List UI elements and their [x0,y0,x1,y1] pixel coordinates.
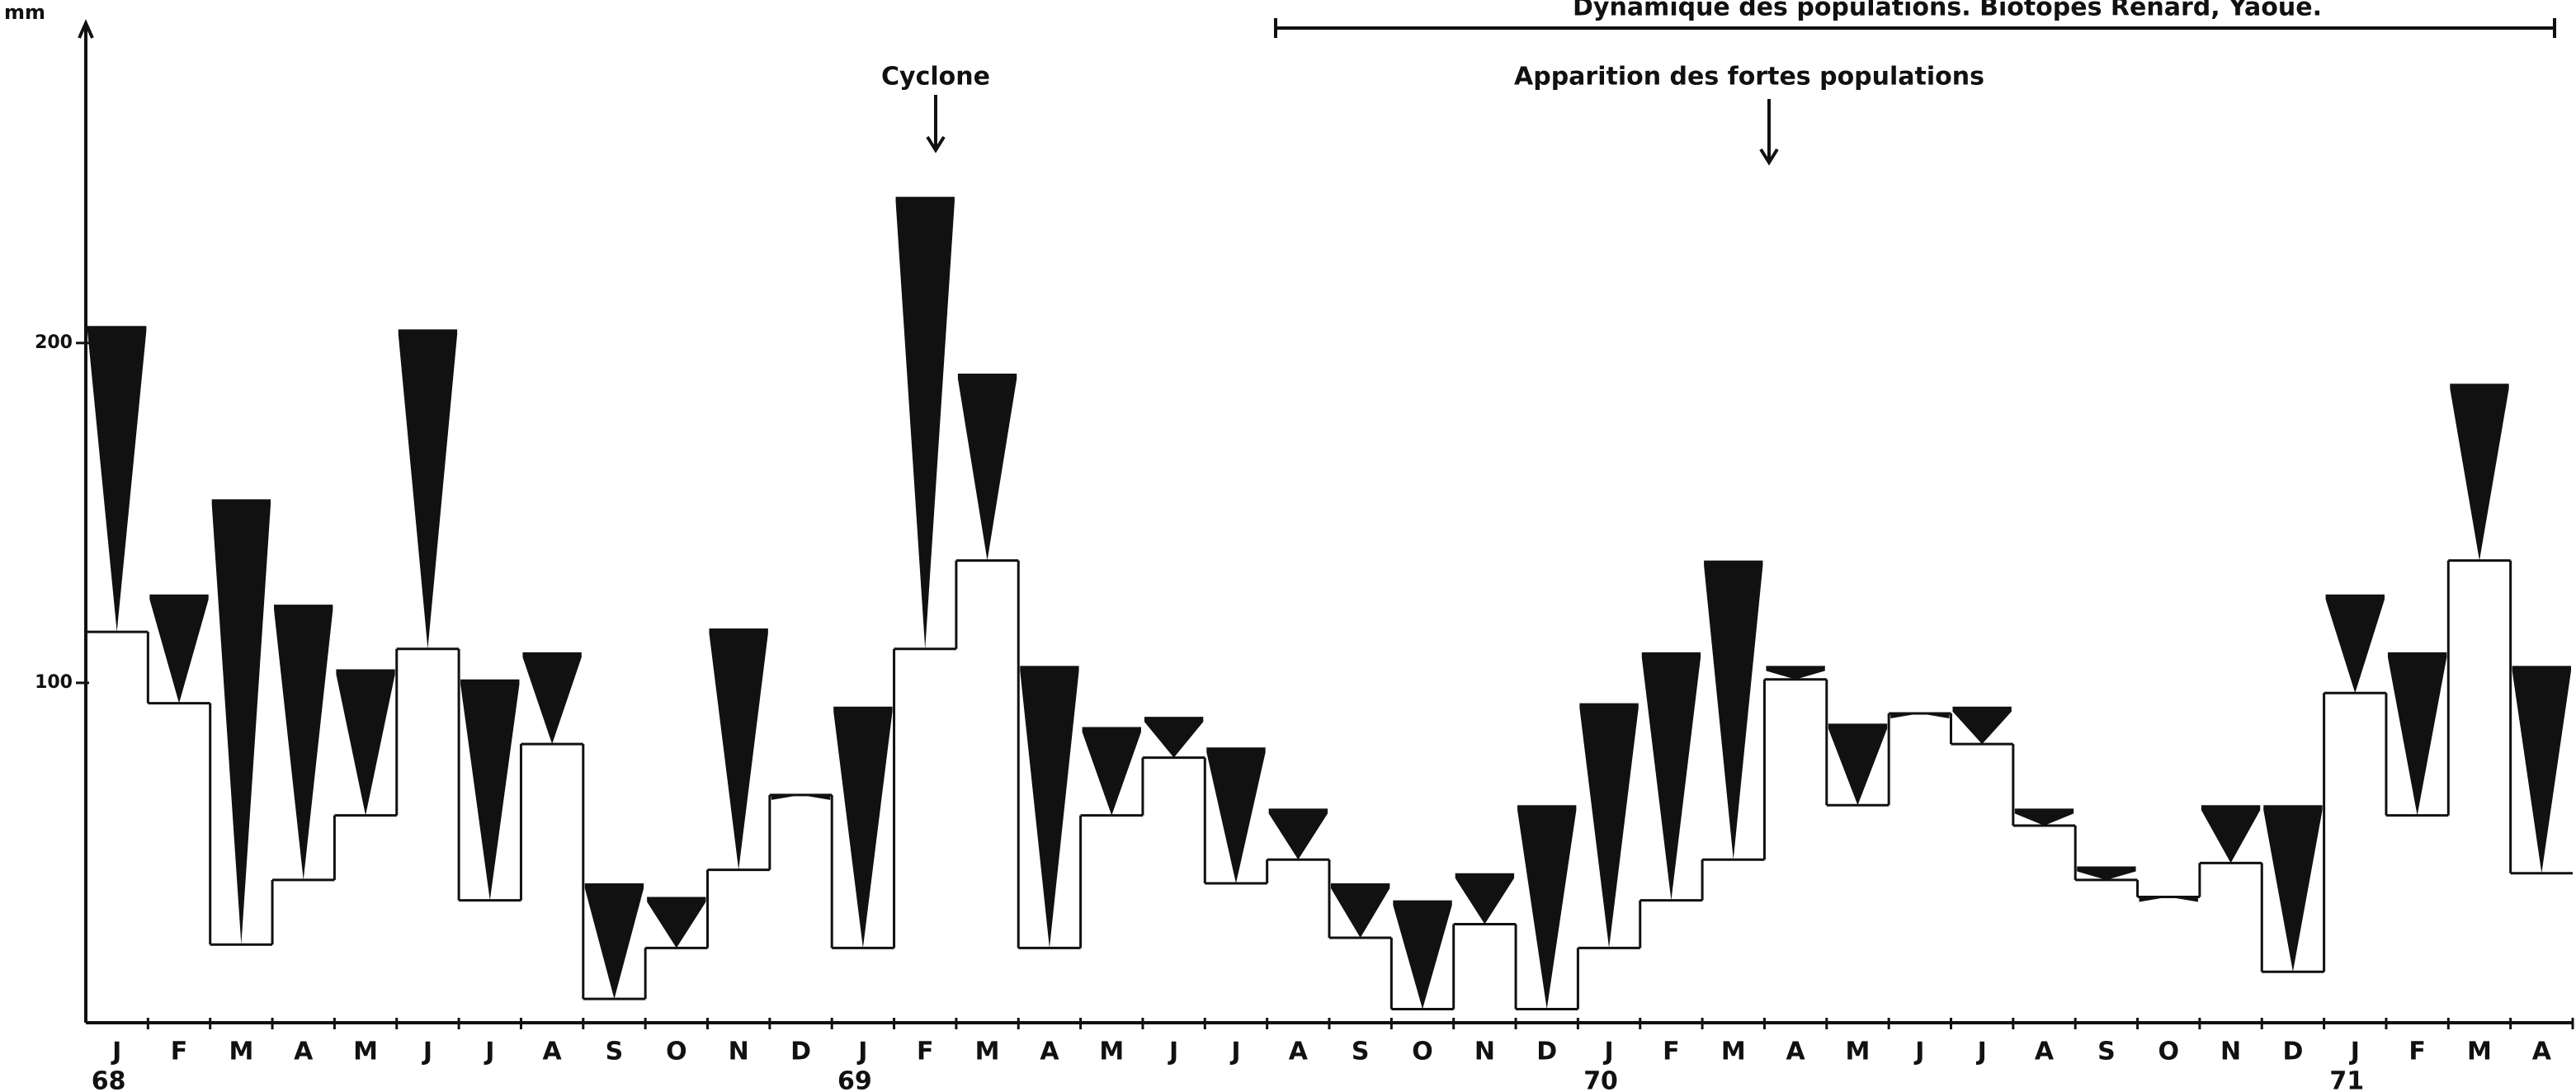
annotation: Apparition des fortes populations [1514,63,1984,92]
x-tick-label: J [1168,1038,1178,1066]
x-tick-label: A [543,1038,563,1066]
x-tick-label: J [2349,1038,2360,1066]
month-mark [2263,805,2323,972]
month-mark [1641,652,1701,901]
month-mark [2139,897,2198,902]
month-mark [2325,594,2385,694]
x-tick-label: M [353,1038,378,1066]
x-tick-label: J [111,1038,121,1066]
month-mark [460,679,520,901]
annotation-arrow [926,95,946,153]
x-tick-label: S [606,1038,624,1066]
x-tick-label: A [1289,1038,1309,1066]
month-mark [2201,805,2261,864]
annotation-arrow [1759,99,1779,166]
x-tick-label: F [917,1038,934,1066]
month-mark [274,605,333,880]
x-tick-label: A [1040,1038,1059,1066]
month-mark [1579,703,1639,948]
x-tick-label: A [294,1038,314,1066]
month-mark [1828,723,1888,806]
x-tick-label: M [1721,1038,1746,1066]
month-mark [1517,805,1577,1010]
x-tick-label: N [729,1038,749,1066]
year-label: 71 [2329,1067,2364,1092]
x-tick-label: N [1474,1038,1495,1066]
month-mark [1144,717,1204,758]
x-tick-label: J [1913,1038,1924,1066]
x-tick-label: N [2220,1038,2241,1066]
x-tick-label: J [1602,1038,1613,1066]
month-mark [87,326,147,633]
year-label: 69 [837,1067,872,1092]
x-tick-label: M [229,1038,253,1066]
month-mark [709,628,768,870]
header: Dynamique des populations. Biotopes Rena… [1573,0,2322,22]
x-tick-label: F [2409,1038,2426,1066]
month-mark [211,499,271,945]
x-tick-label: M [975,1038,1000,1066]
x-tick-label: J [422,1038,432,1066]
month-mark [2450,384,2509,561]
annotation: Cyclone [881,63,990,92]
month-mark [1268,808,1328,860]
x-tick-label: J [484,1038,494,1066]
month-mark [647,897,706,948]
month-mark [1020,666,1079,948]
x-tick-label: J [1229,1038,1240,1066]
x-tick-label: A [1786,1038,1806,1066]
month-mark [1082,727,1141,816]
month-mark [1206,747,1266,884]
month-mark [1455,873,1515,925]
month-mark [2387,652,2447,816]
month-mark [1890,713,1950,719]
x-tick-label: M [2467,1038,2492,1066]
x-tick-label: F [171,1038,188,1066]
month-mark [336,669,395,816]
x-tick-label: J [856,1038,867,1066]
y-tick-label: 100 [35,672,73,693]
y-axis-label: mm [4,1,45,24]
month-mark [1952,706,2012,745]
year-label: 70 [1583,1067,1618,1092]
month-mark [957,373,1017,561]
month-mark [522,652,582,745]
month-mark [2077,866,2136,880]
x-tick-label: S [1352,1038,1370,1066]
month-mark [584,883,644,1000]
year-label: 68 [92,1067,126,1092]
month-mark [1704,560,1763,860]
x-tick-label: M [1846,1038,1871,1066]
x-tick-label: M [1099,1038,1124,1066]
month-mark [1331,883,1390,938]
x-tick-label: D [1536,1038,1557,1066]
x-tick-label: F [1663,1038,1680,1066]
y-tick-label: 200 [35,332,73,353]
header-bracket [1274,18,2556,38]
month-mark [2014,808,2074,826]
x-tick-label: S [2097,1038,2116,1066]
x-tick-label: J [1976,1038,1987,1066]
month-mark [1766,666,1825,680]
x-tick-label: O [666,1038,687,1066]
month-mark [833,706,893,948]
x-tick-label: O [1412,1038,1433,1066]
x-tick-label: O [2158,1038,2179,1066]
month-mark [149,594,209,704]
month-mark [1393,900,1452,1010]
month-mark [398,329,458,649]
x-tick-label: D [2282,1038,2303,1066]
month-mark [771,794,831,800]
x-tick-label: D [790,1038,811,1066]
x-tick-label: A [2532,1038,2552,1066]
month-mark [2512,666,2571,873]
month-mark [895,196,955,649]
x-tick-label: A [2035,1038,2055,1066]
